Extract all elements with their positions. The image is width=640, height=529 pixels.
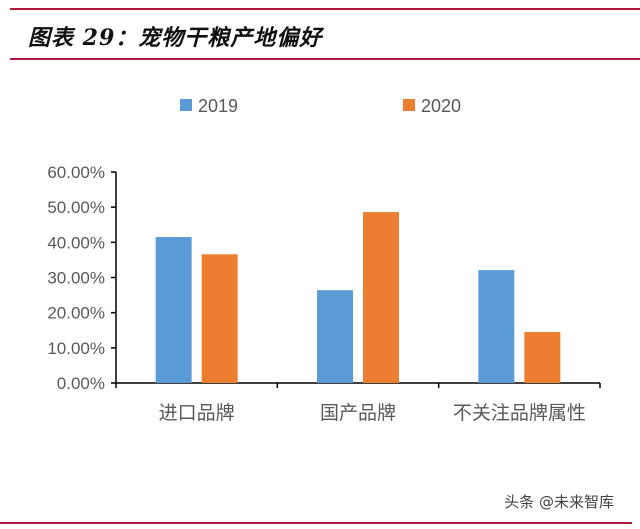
x-tick-label: 国产品牌 [320, 402, 396, 424]
legend-swatch-2020 [403, 99, 415, 111]
y-tick-label: 10.00% [47, 339, 105, 358]
legend-label-2020: 2020 [421, 96, 461, 116]
bar-2020-2 [524, 332, 561, 383]
y-tick-label: 30.00% [47, 269, 105, 288]
bottom-rule [0, 522, 632, 524]
bar-2020-1 [363, 212, 399, 383]
title-rule [10, 58, 640, 60]
x-tick-label: 不关注品牌属性 [453, 402, 586, 424]
watermark: 头条 @未来智库 [504, 493, 614, 511]
bar-chart: 0.00% 10.00% 20.00% 30.00% 40.00% 50.00% 60.00… [47, 96, 601, 424]
y-tick-label: 60.00% [47, 163, 105, 182]
bar-2019-1 [317, 290, 353, 383]
bar-2020-0 [201, 254, 238, 383]
top-rule [10, 8, 640, 10]
x-tick-label: 进口品牌 [159, 402, 235, 424]
legend-swatch-2019 [180, 99, 192, 111]
y-tick-label: 20.00% [47, 304, 105, 323]
y-tick-label: 50.00% [47, 198, 105, 217]
y-tick-label: 40.00% [47, 233, 105, 252]
bar-2019-0 [155, 237, 192, 383]
legend-label-2019: 2019 [198, 96, 238, 116]
y-tick-label: 0.00% [57, 374, 105, 393]
bar-2019-2 [478, 270, 515, 383]
page-title: 图表 29：宠物干粮产地偏好 [28, 25, 323, 51]
